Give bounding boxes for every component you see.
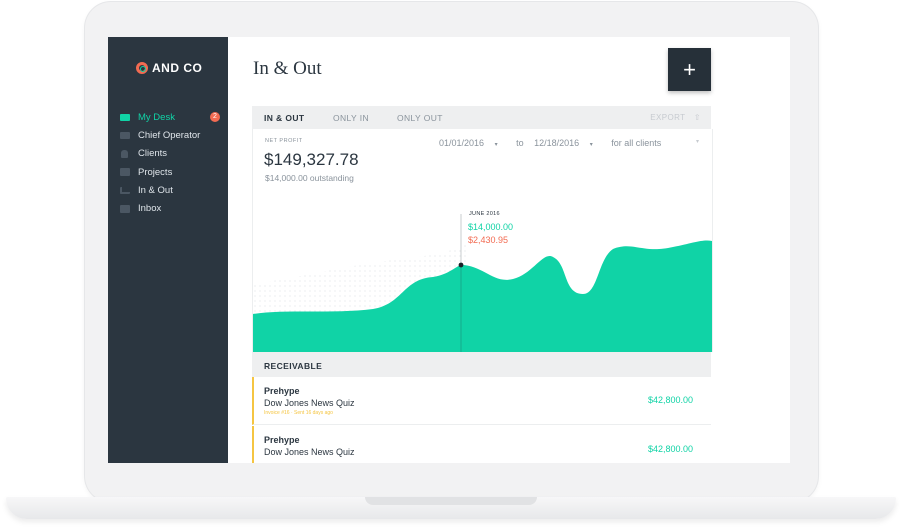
page-title: In & Out	[253, 58, 322, 79]
sidebar-item-my-desk[interactable]: My Desk 2	[120, 108, 220, 126]
receivable-row[interactable]: Prehype Dow Jones News Quiz $42,800.00	[252, 426, 711, 463]
share-icon: ⇧	[693, 113, 701, 122]
sidebar-item-label: Chief Operator	[138, 129, 201, 141]
chevron-down-icon: ▾	[589, 142, 593, 148]
tooltip-period: JUNE 2016	[469, 211, 500, 217]
grid-icon	[120, 168, 130, 177]
receivable-amount: $42,800.00	[647, 444, 693, 454]
invoice-meta: Invoice #16 · Sent 16 days ago	[264, 410, 333, 416]
sidebar-item-label: Projects	[138, 166, 173, 178]
receivable-header: RECEIVABLE	[252, 352, 711, 377]
filter-tabs: IN & OUT ONLY IN ONLY OUT EXPORT ⇧	[252, 106, 711, 129]
notification-badge: 2	[210, 112, 220, 123]
chart-panel: NET PROFIT $149,327.78 $14,000.00 outsta…	[252, 129, 713, 352]
person-icon	[121, 149, 128, 158]
tab-only-in[interactable]: ONLY IN	[333, 113, 370, 123]
bar-chart-icon	[120, 186, 130, 194]
sidebar-item-projects[interactable]: Projects	[120, 163, 220, 181]
date-filters: 01/01/2016 ▾ to 12/18/2016 ▾ for all cli…	[439, 138, 669, 148]
tab-only-out[interactable]: ONLY OUT	[397, 113, 443, 123]
income-area	[253, 240, 712, 352]
inbox-icon	[120, 204, 130, 213]
chevron-down-icon: ▾	[494, 142, 498, 148]
sidebar-item-label: Clients	[138, 148, 168, 160]
laptop-base	[6, 497, 896, 519]
sidebar-item-in-out[interactable]: In & Out	[120, 181, 220, 199]
receivable-amount: $42,800.00	[647, 395, 693, 405]
project-name: Dow Jones News Quiz	[264, 398, 355, 408]
sidebar-item-inbox[interactable]: Inbox	[120, 199, 220, 217]
client-name: Prehype	[264, 386, 300, 396]
in-out-area-chart	[253, 214, 712, 352]
end-date: 12/18/2016	[534, 138, 580, 148]
export-button[interactable]: EXPORT ⇧	[650, 113, 701, 122]
sidebar-item-label: Inbox	[138, 203, 162, 215]
client-filter-select[interactable]: for all clients	[611, 138, 662, 148]
outstanding-amount: $14,000.00 outstanding	[265, 173, 354, 183]
logo-icon	[136, 62, 148, 74]
add-button[interactable]: +	[668, 48, 711, 91]
project-name: Dow Jones News Quiz	[264, 447, 355, 457]
sidebar-item-clients[interactable]: Clients	[120, 145, 220, 163]
desk-icon	[120, 113, 130, 121]
to-label: to	[516, 138, 524, 148]
logo-text: AND CO	[152, 61, 203, 75]
sidebar: AND CO My Desk 2 Chief Operator Clients …	[108, 37, 228, 463]
receivable-row[interactable]: Prehype Dow Jones News Quiz Invoice #16 …	[252, 377, 711, 425]
net-profit-value: $149,327.78	[264, 150, 359, 169]
client-name: Prehype	[264, 435, 300, 445]
main-content: In & Out + IN & OUT ONLY IN ONLY OUT EXP…	[228, 37, 790, 463]
sidebar-item-label: In & Out	[138, 184, 173, 196]
chat-icon	[120, 131, 130, 139]
data-point-marker[interactable]	[458, 262, 464, 268]
laptop-notch	[365, 497, 537, 505]
app-screen: AND CO My Desk 2 Chief Operator Clients …	[108, 37, 790, 463]
sidebar-item-label: My Desk	[138, 111, 175, 123]
sidebar-nav: My Desk 2 Chief Operator Clients Project…	[120, 108, 220, 218]
end-date-select[interactable]: 12/18/2016 ▾	[534, 138, 601, 148]
start-date-select[interactable]: 01/01/2016 ▾	[439, 138, 506, 148]
tooltip-out-value: $2,430.95	[468, 235, 509, 245]
start-date: 01/01/2016	[439, 138, 485, 148]
chevron-down-icon[interactable]: ▾	[696, 139, 700, 145]
sidebar-item-chief-operator[interactable]: Chief Operator	[120, 126, 220, 144]
receivable-title: RECEIVABLE	[264, 361, 323, 371]
tooltip-in-value: $14,000.00	[468, 222, 514, 232]
export-label: EXPORT	[650, 113, 686, 122]
tab-in-out[interactable]: IN & OUT	[264, 113, 305, 123]
net-profit-label: NET PROFIT	[265, 138, 303, 144]
logo[interactable]: AND CO	[136, 61, 202, 75]
